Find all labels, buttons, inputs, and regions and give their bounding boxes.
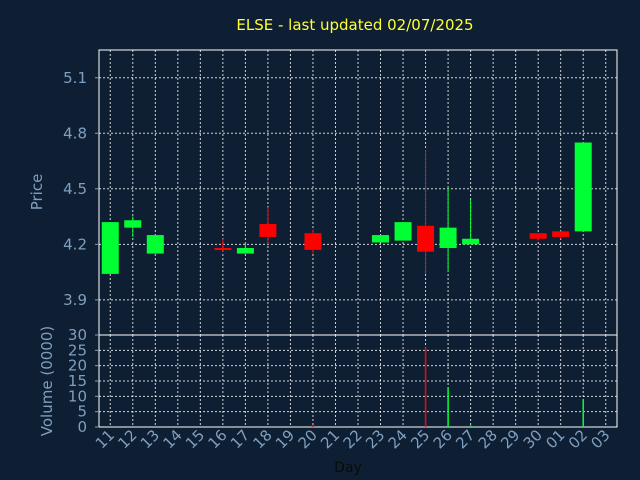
price-panel-frame bbox=[98, 49, 618, 336]
volume-tick-label: 10 bbox=[68, 387, 87, 405]
price-tick-label: 3.9 bbox=[63, 291, 87, 309]
price-tick-label: 5.1 bbox=[63, 69, 87, 87]
volume-bars bbox=[312, 347, 584, 427]
candle-body bbox=[236, 248, 254, 254]
x-ticks: 1112131415161718192021222324252627282930… bbox=[92, 426, 614, 452]
candle-body bbox=[101, 222, 119, 274]
candle-body bbox=[462, 238, 480, 245]
volume-tick-label: 5 bbox=[77, 403, 87, 421]
price-tick-label: 4.5 bbox=[63, 180, 87, 198]
x-axis-label: Day bbox=[334, 460, 362, 476]
volume-tick-label: 20 bbox=[68, 357, 87, 375]
candle-body bbox=[304, 233, 322, 250]
volume-tick-label: 15 bbox=[68, 372, 87, 390]
candle-body bbox=[574, 142, 592, 232]
candle-body bbox=[529, 233, 547, 239]
x-tick-label: 03 bbox=[587, 426, 613, 452]
volume-tick-label: 25 bbox=[68, 341, 87, 359]
volume-axis-label: Volume (0000) bbox=[38, 326, 56, 436]
volume-tick-label: 0 bbox=[77, 418, 87, 436]
price-grid bbox=[99, 50, 617, 335]
price-y-ticks: 3.9 4.2 4.5 4.8 5.1 bbox=[63, 69, 99, 309]
price-tick-label: 4.8 bbox=[63, 124, 87, 142]
price-tick-label: 4.2 bbox=[63, 235, 87, 253]
candle-body bbox=[259, 223, 277, 237]
chart-title: ELSE - last updated 02/07/2025 bbox=[236, 16, 473, 34]
candle-body bbox=[552, 231, 570, 237]
candle-body bbox=[439, 227, 457, 249]
price-axis-label: Price bbox=[28, 174, 46, 211]
volume-grid bbox=[99, 335, 617, 427]
candle-body bbox=[146, 235, 164, 254]
candles bbox=[101, 142, 592, 274]
candle-body bbox=[417, 225, 435, 252]
candle-body bbox=[372, 235, 390, 243]
candle-body bbox=[214, 248, 232, 251]
volume-tick-label: 30 bbox=[68, 326, 87, 344]
candle-body bbox=[394, 222, 412, 241]
candle-body bbox=[124, 220, 142, 228]
